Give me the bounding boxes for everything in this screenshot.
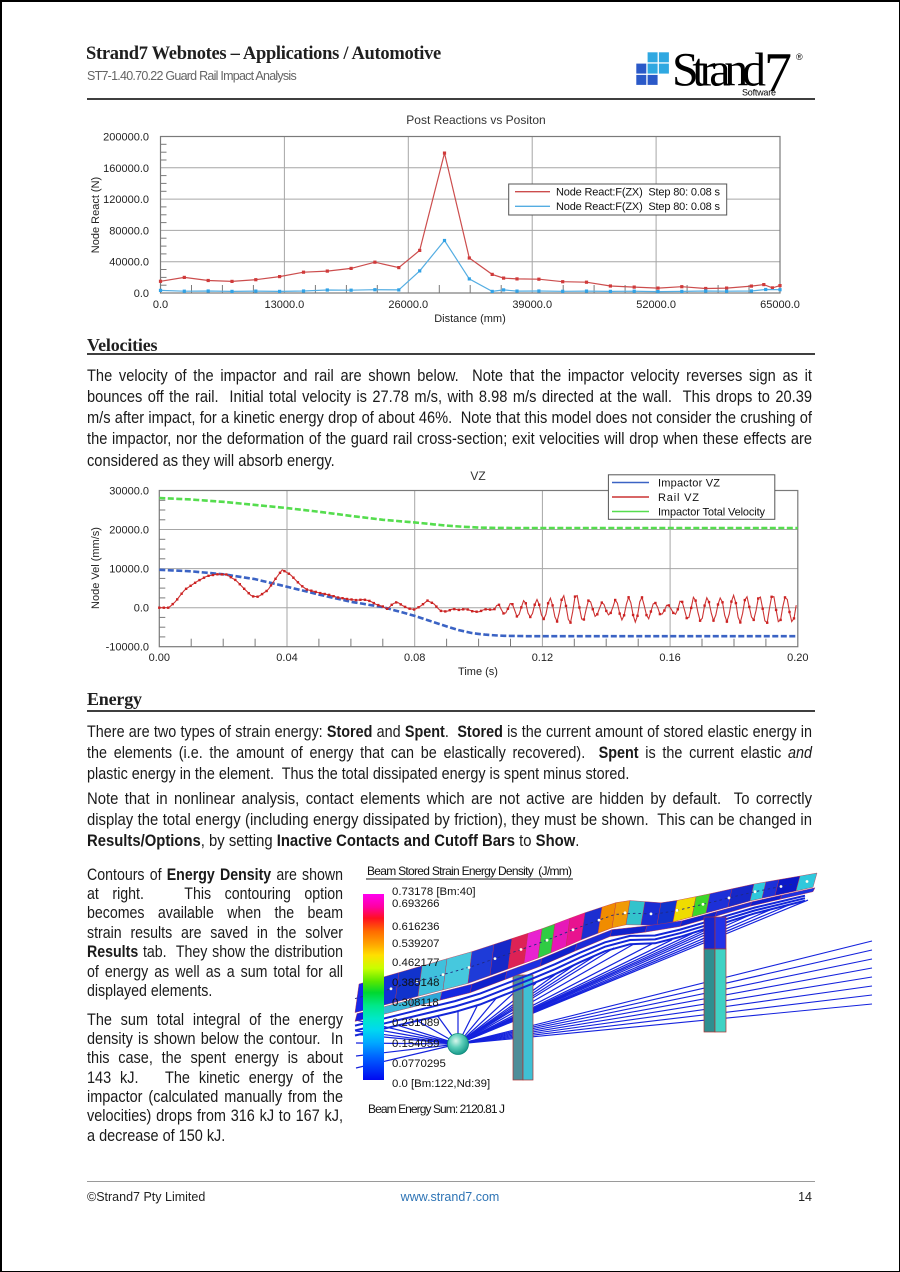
svg-text:0.154059: 0.154059 xyxy=(392,1038,440,1050)
svg-text:-10000.0: -10000.0 xyxy=(106,642,149,654)
svg-text:0.308118: 0.308118 xyxy=(392,997,439,1009)
svg-text:0.0770295: 0.0770295 xyxy=(392,1058,446,1070)
svg-text:Software: Software xyxy=(742,88,776,98)
svg-text:0.385148: 0.385148 xyxy=(392,977,440,989)
svg-text:26000.0: 26000.0 xyxy=(388,299,428,311)
svg-text:200000.0: 200000.0 xyxy=(103,132,149,144)
svg-text:Post Reactions vs Positon: Post Reactions vs Positon xyxy=(406,113,545,127)
svg-text:0.0: 0.0 xyxy=(134,288,149,300)
svg-text:Distance (mm): Distance (mm) xyxy=(434,313,506,325)
svg-text:39000.0: 39000.0 xyxy=(512,299,552,311)
svg-text:65000.0: 65000.0 xyxy=(760,299,800,311)
svg-text:13000.0: 13000.0 xyxy=(265,299,305,311)
svg-text:0.0: 0.0 xyxy=(153,299,168,311)
svg-text:160000.0: 160000.0 xyxy=(103,163,149,175)
svg-text:VZ: VZ xyxy=(470,469,485,483)
svg-text:Beam Stored Strain Energy Dens: Beam Stored Strain Energy Density (J/mm) xyxy=(367,864,572,878)
svg-text:0.16: 0.16 xyxy=(659,652,680,664)
svg-text:0.00: 0.00 xyxy=(149,652,170,664)
svg-text:Impactor Total Velocity: Impactor Total Velocity xyxy=(658,507,766,519)
svg-text:Node React:F(ZX) Step 80: 0.0: Node React:F(ZX) Step 80: 0.08 s xyxy=(556,187,721,199)
svg-text:0.04: 0.04 xyxy=(276,652,297,664)
svg-text:®: ® xyxy=(796,52,803,62)
svg-text:Strand: Strand xyxy=(672,52,766,97)
svg-text:Node React (N): Node React (N) xyxy=(90,177,102,253)
svg-text:0.539207: 0.539207 xyxy=(392,938,440,950)
svg-text:40000.0: 40000.0 xyxy=(109,257,149,269)
svg-text:52000.0: 52000.0 xyxy=(636,299,676,311)
svg-text:Node React:F(ZX) Step 80: 0.0: Node React:F(ZX) Step 80: 0.08 s xyxy=(556,201,721,213)
svg-text:Time (s): Time (s) xyxy=(458,666,498,678)
svg-text:0.12: 0.12 xyxy=(532,652,553,664)
svg-text:Rail VZ: Rail VZ xyxy=(658,492,699,504)
svg-text:Impactor VZ: Impactor VZ xyxy=(658,478,720,490)
svg-text:0.20: 0.20 xyxy=(787,652,808,664)
svg-text:Beam Energy Sum: 2120.81 J: Beam Energy Sum: 2120.81 J xyxy=(368,1102,505,1116)
svg-text:80000.0: 80000.0 xyxy=(109,225,149,237)
svg-text:0.0: 0.0 xyxy=(134,603,149,615)
svg-text:30000.0: 30000.0 xyxy=(109,486,149,498)
svg-text:20000.0: 20000.0 xyxy=(109,525,149,537)
svg-text:0.616236: 0.616236 xyxy=(392,921,440,933)
svg-text:0.08: 0.08 xyxy=(404,652,425,664)
svg-text:0.0 [Bm:122,Nd:39]: 0.0 [Bm:122,Nd:39] xyxy=(392,1078,490,1090)
svg-text:0.462177: 0.462177 xyxy=(392,957,440,969)
svg-text:10000.0: 10000.0 xyxy=(109,564,149,576)
svg-text:120000.0: 120000.0 xyxy=(103,194,149,206)
svg-text:0.231089: 0.231089 xyxy=(392,1017,440,1029)
svg-text:7: 7 xyxy=(764,52,792,102)
svg-text:0.73178 [Bm:40]: 0.73178 [Bm:40] xyxy=(392,886,476,898)
svg-text:0.693266: 0.693266 xyxy=(392,898,440,910)
svg-text:Node Vel (mm/s): Node Vel (mm/s) xyxy=(90,527,102,609)
